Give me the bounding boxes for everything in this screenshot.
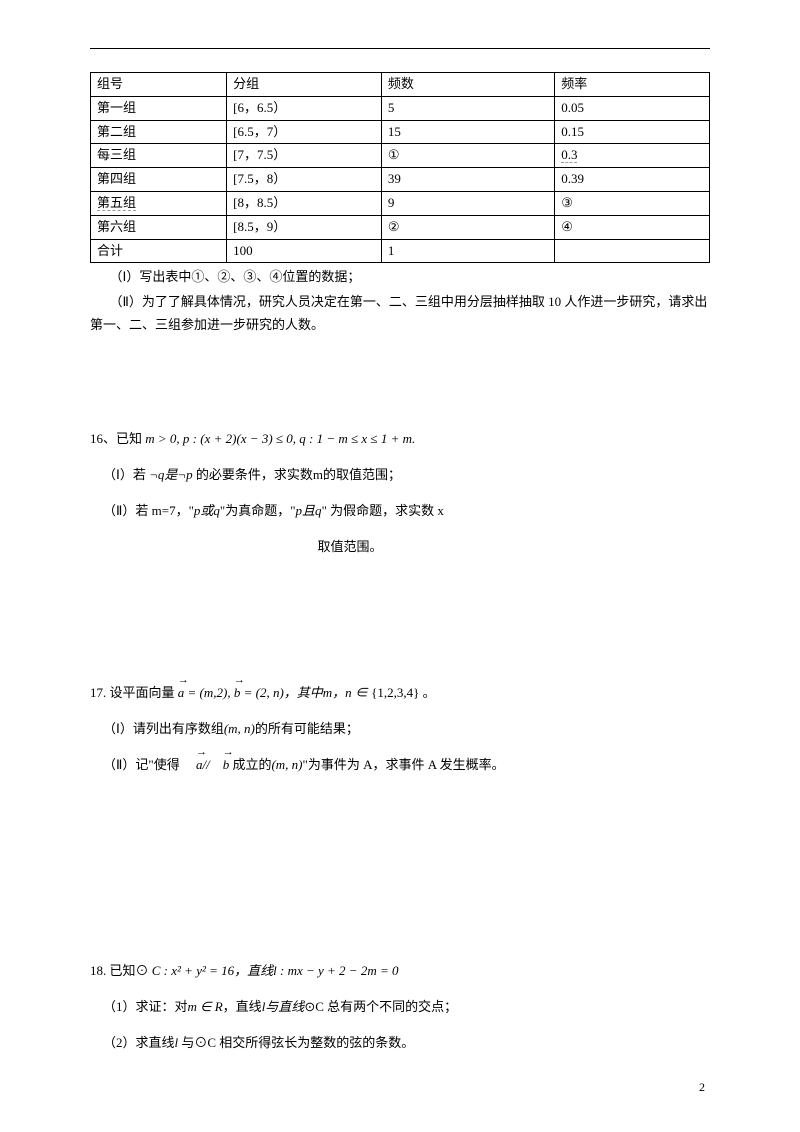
sub-question-1: （Ⅰ）若 ¬q是¬p 的必要条件，求实数m的取值范围； [90,462,710,488]
table-row: 组号 分组 频数 频率 [91,73,710,97]
sub-question-2-cont: 取值范围。 [305,534,711,560]
table-cell: ④ [555,215,710,239]
table-cell [555,239,710,263]
table-cell: [7，7.5） [227,144,382,168]
table-cell: [6.5，7） [227,120,382,144]
frequency-table: 组号 分组 频数 频率 第一组[6，6.5）50.05 第二组[6.5，7）15… [90,72,710,263]
sub-question-1: （1）求证：对m ∈ R，直线l与直线⊙C 总有两个不同的交点； [90,994,710,1020]
table-cell: 频数 [381,73,554,97]
problem-16: 16、已知 m > 0, p : (x + 2)(x − 3) ≤ 0, q :… [90,426,710,560]
table-cell: ① [381,144,554,168]
table-cell: 1 [381,239,554,263]
problem-18: 18. 已知⊙ C : x² + y² = 16，直线l : mx − y + … [90,958,710,1056]
table-row: 第四组[7.5，8）390.39 [91,168,710,192]
problem-label: 16、已知 [90,431,142,446]
table-cell: 15 [381,120,554,144]
table-cell: 频率 [555,73,710,97]
table-cell: [7.5，8） [227,168,382,192]
sub-question-2: （2）求直线l 与⊙C 相交所得弦长为整数的弦的条数。 [90,1030,710,1056]
table-cell: [8.5，9） [227,215,382,239]
vector-a: a [178,680,185,706]
table-cell: 5 [381,96,554,120]
table-cell: 39 [381,168,554,192]
table-cell: 第五组 [91,191,227,215]
sub-question-1: （Ⅰ）请列出有序数组(m, n)的所有可能结果； [90,716,710,742]
table-cell: 100 [227,239,382,263]
table-cell: 第四组 [91,168,227,192]
vector-b: b [234,680,241,706]
table-cell: 分组 [227,73,382,97]
table-cell: ③ [555,191,710,215]
sub-question-2: （Ⅱ）记"使得 a//b 成立的(m, n)"为事件为 A，求事件 A 发生概率… [90,752,710,778]
table-cell: 合计 [91,239,227,263]
table-row: 第六组[8.5，9）②④ [91,215,710,239]
table-cell: [8，8.5） [227,191,382,215]
table-row: 第一组[6，6.5）50.05 [91,96,710,120]
table-cell: [6，6.5） [227,96,382,120]
table-cell: 0.05 [555,96,710,120]
problem-label: 18. 已知⊙ [90,963,149,978]
table-cell: 第二组 [91,120,227,144]
question-part-1: （Ⅰ）写出表中①、②、③、④位置的数据； [90,266,710,288]
table-row: 第五组[8，8.5）9③ [91,191,710,215]
table-cell: ② [381,215,554,239]
math-expression: m > 0, p : (x + 2)(x − 3) ≤ 0, q : 1 − m… [145,431,415,446]
table-row: 第二组[6.5，7）150.15 [91,120,710,144]
problem-17: 17. 设平面向量 a = (m,2), b = (2, n)，其中m，n ∈ … [90,680,710,778]
table-row: 合计1001 [91,239,710,263]
sub-question-2: （Ⅱ）若 m=7，"p或q"为真命题，"p且q" 为假命题，求实数 x [90,498,710,524]
page-number: 2 [699,1078,705,1097]
question-part-2: （Ⅱ）为了了解具体情况，研究人员决定在第一、二、三组中用分层抽样抽取 10 人作… [90,291,710,335]
table-cell: 0.39 [555,168,710,192]
math-expression: C : x² + y² = 16，直线l : mx − y + 2 − 2m =… [152,963,399,978]
table-cell: 组号 [91,73,227,97]
table-cell: 0.3 [555,144,710,168]
table-cell: 0.15 [555,120,710,144]
table-row: 每三组[7，7.5）①0.3 [91,144,710,168]
problem-label: 17. 设平面向量 [90,685,175,700]
table-cell: 9 [381,191,554,215]
table-cell: 第一组 [91,96,227,120]
table-cell: 每三组 [91,144,227,168]
header-rule [90,48,710,49]
table-cell: 第六组 [91,215,227,239]
